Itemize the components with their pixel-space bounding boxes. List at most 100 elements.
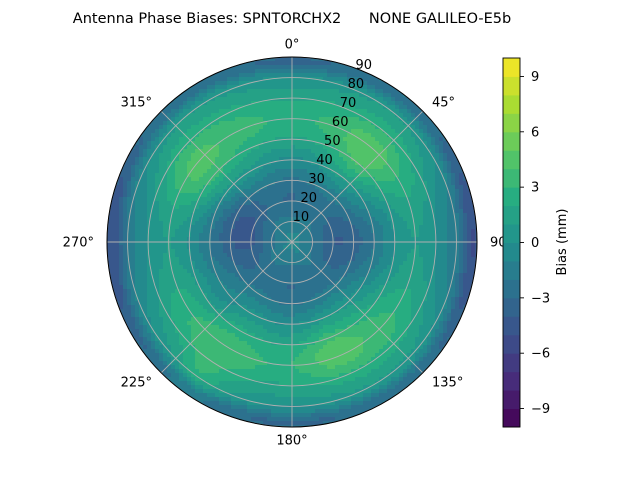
field-cell (435, 277, 440, 282)
field-cell (263, 257, 268, 262)
field-cell (111, 221, 116, 226)
field-cell (115, 237, 120, 242)
field-cell (343, 237, 348, 242)
field-cell (155, 253, 160, 258)
field-cell (359, 93, 364, 98)
field-cell (319, 189, 324, 194)
field-cell (411, 205, 416, 210)
field-cell (211, 77, 216, 82)
field-cell (379, 237, 384, 242)
field-cell (255, 193, 260, 198)
field-cell (271, 145, 276, 150)
field-cell (263, 297, 268, 302)
field-cell (435, 285, 440, 290)
field-cell (159, 249, 164, 254)
field-cell (195, 193, 200, 198)
field-cell (351, 265, 356, 270)
field-cell (343, 81, 348, 86)
field-cell (199, 301, 204, 306)
field-cell (367, 257, 372, 262)
field-cell (243, 81, 248, 86)
field-cell (339, 301, 344, 306)
field-cell (343, 281, 348, 286)
field-cell (287, 153, 292, 158)
field-cell (323, 65, 328, 70)
field-cell (203, 105, 208, 110)
field-cell (243, 305, 248, 310)
field-cell (467, 193, 472, 198)
field-cell (451, 177, 456, 182)
field-cell (143, 245, 148, 250)
field-cell (291, 89, 296, 94)
field-cell (203, 217, 208, 222)
field-cell (351, 161, 356, 166)
field-cell (367, 249, 372, 254)
field-cell (451, 285, 456, 290)
field-cell (207, 273, 212, 278)
field-cell (339, 77, 344, 82)
field-cell (411, 245, 416, 250)
field-cell (343, 185, 348, 190)
field-cell (379, 133, 384, 138)
field-cell (159, 205, 164, 210)
field-cell (467, 277, 472, 282)
field-cell (263, 129, 268, 134)
field-cell (179, 145, 184, 150)
field-cell (239, 229, 244, 234)
field-cell (283, 57, 288, 62)
field-cell (439, 269, 444, 274)
field-cell (263, 189, 268, 194)
field-cell (283, 77, 288, 82)
field-cell (403, 237, 408, 242)
field-cell (263, 253, 268, 258)
field-cell (359, 233, 364, 238)
field-cell (239, 121, 244, 126)
field-cell (195, 133, 200, 138)
field-cell (451, 169, 456, 174)
field-cell (403, 177, 408, 182)
field-cell (451, 225, 456, 230)
field-cell (155, 129, 160, 134)
field-cell (279, 173, 284, 178)
field-cell (299, 105, 304, 110)
field-cell (319, 237, 324, 242)
field-cell (327, 205, 332, 210)
field-cell (131, 225, 136, 230)
field-cell (295, 125, 300, 130)
field-cell (419, 121, 424, 126)
field-cell (379, 257, 384, 262)
field-cell (247, 273, 252, 278)
field-cell (127, 305, 132, 310)
field-cell (311, 221, 316, 226)
field-cell (219, 145, 224, 150)
field-cell (115, 261, 120, 266)
field-cell (315, 117, 320, 122)
field-cell (167, 113, 172, 118)
field-cell (291, 201, 296, 206)
field-cell (303, 297, 308, 302)
field-cell (179, 281, 184, 286)
field-cell (375, 81, 380, 86)
field-cell (351, 93, 356, 98)
field-cell (403, 89, 408, 94)
field-cell (311, 173, 316, 178)
field-cell (215, 257, 220, 262)
field-cell (435, 237, 440, 242)
field-cell (371, 137, 376, 142)
field-cell (315, 293, 320, 298)
field-cell (391, 229, 396, 234)
field-cell (263, 245, 268, 250)
field-cell (319, 129, 324, 134)
field-cell (171, 217, 176, 222)
field-cell (295, 253, 300, 258)
field-cell (147, 229, 152, 234)
field-cell (243, 229, 248, 234)
field-cell (355, 245, 360, 250)
field-cell (191, 97, 196, 102)
field-cell (423, 237, 428, 242)
field-cell (371, 153, 376, 158)
field-cell (287, 269, 292, 274)
field-cell (471, 269, 476, 274)
field-cell (127, 189, 132, 194)
field-cell (123, 257, 128, 262)
